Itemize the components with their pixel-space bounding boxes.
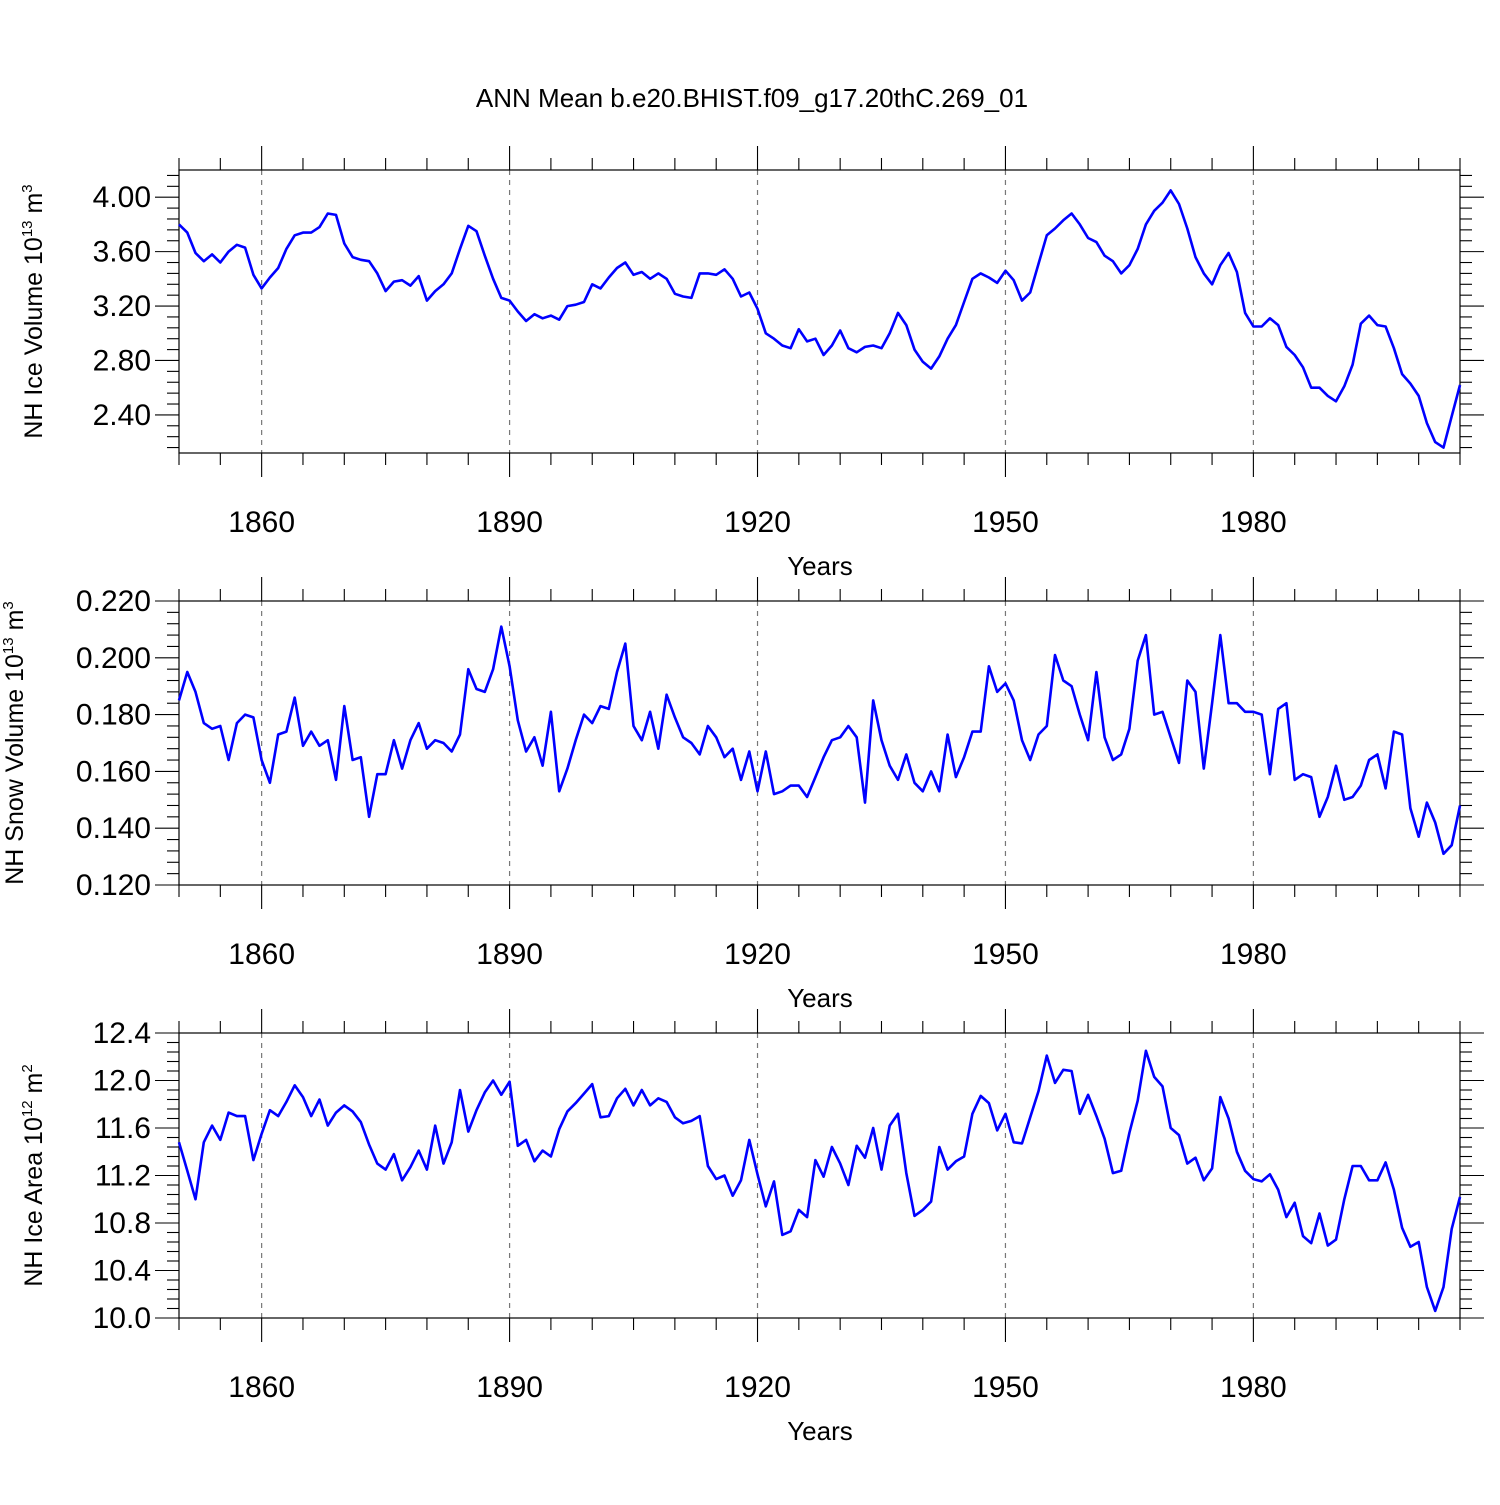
x-tick-label: 1860 [228, 506, 295, 539]
x-axis-label: Years [787, 983, 853, 1013]
y-axis-label-part: 2 [19, 1064, 36, 1072]
y-tick-label: 11.2 [95, 1160, 151, 1193]
x-tick-label: 1860 [228, 1371, 295, 1404]
x-tick-label: 1890 [476, 1371, 543, 1404]
y-axis-label: NH Ice Volume 1013 m3 [19, 184, 48, 438]
x-tick-label: 1920 [724, 1371, 791, 1404]
y-axis-label-part: m [1, 610, 29, 638]
y-tick-label: 2.80 [93, 344, 151, 377]
y-tick-label: 0.220 [76, 585, 151, 618]
panel-3: 10.0 10.4 10.8 11.2 11.6 12.0 12.4 1860 1890 1920… [19, 1009, 1484, 1446]
y-axis-label-part: 12 [19, 1100, 36, 1117]
y-tick-label: 10.4 [93, 1255, 151, 1288]
x-tick-label: 1980 [1220, 506, 1287, 539]
series-line [177, 1049, 1462, 1313]
x-tick-label: 1950 [972, 1371, 1039, 1404]
plot-frame [178, 169, 1461, 454]
x-tick-label: 1920 [724, 506, 791, 539]
x-tick-label: 1860 [228, 938, 295, 971]
y-axis-label-part: 13 [19, 220, 36, 237]
x-tick-label: 1950 [972, 506, 1039, 539]
y-axis-label-part: m [20, 193, 48, 221]
y-axis-label: NH Snow Volume 1013 m3 [0, 601, 29, 885]
x-tick-label: 1980 [1220, 938, 1287, 971]
panel-2: 0.120 0.140 0.160 0.180 0.200 0.220 1860 1890 19… [0, 577, 1484, 1013]
y-tick-label: 10.8 [93, 1207, 151, 1240]
x-axis-label: Years [787, 1416, 853, 1446]
x-axis-label: Years [787, 551, 853, 581]
series-line [177, 625, 1462, 856]
figure-title: ANN Mean b.e20.BHIST.f09_g17.20thC.269_0… [476, 83, 1028, 113]
x-tick-label: 1890 [476, 938, 543, 971]
y-tick-label: 10.0 [93, 1302, 151, 1335]
series-line [178, 189, 1462, 449]
y-tick-label: 12.4 [93, 1017, 151, 1050]
y-axis-label-part: 13 [0, 637, 17, 654]
x-tick-label: 1980 [1220, 1371, 1287, 1404]
x-tick-label: 1920 [724, 938, 791, 971]
x-tick-label: 1950 [972, 938, 1039, 971]
y-tick-label: 12.0 [93, 1065, 151, 1098]
plot-frame [178, 600, 1461, 886]
y-tick-label: 11.6 [95, 1112, 151, 1145]
y-tick-label: 3.20 [93, 290, 151, 323]
y-tick-label: 2.40 [93, 399, 151, 432]
y-axis-label-part: 3 [0, 601, 17, 609]
y-axis-label-part: NH Ice Volume 10 [20, 237, 48, 439]
panel-1: 2.40 2.80 3.20 3.60 4.00 1860 1890 1920 1950 1980… [19, 146, 1484, 581]
y-tick-label: 4.00 [93, 181, 151, 214]
y-axis-label-part: 3 [19, 184, 36, 192]
y-tick-label: 0.140 [76, 812, 151, 845]
x-tick-label: 1890 [476, 506, 543, 539]
y-tick-label: 0.160 [76, 755, 151, 788]
y-tick-label: 0.180 [76, 699, 151, 732]
y-axis-label: NH Ice Area 1012 m2 [19, 1064, 48, 1286]
y-tick-label: 0.200 [76, 642, 151, 675]
y-axis-label-part: m [20, 1073, 48, 1101]
y-tick-label: 0.120 [76, 869, 151, 902]
y-tick-label: 3.60 [93, 236, 151, 269]
y-axis-label-part: NH Ice Area 10 [20, 1117, 48, 1287]
y-axis-label-part: NH Snow Volume 10 [1, 654, 29, 885]
